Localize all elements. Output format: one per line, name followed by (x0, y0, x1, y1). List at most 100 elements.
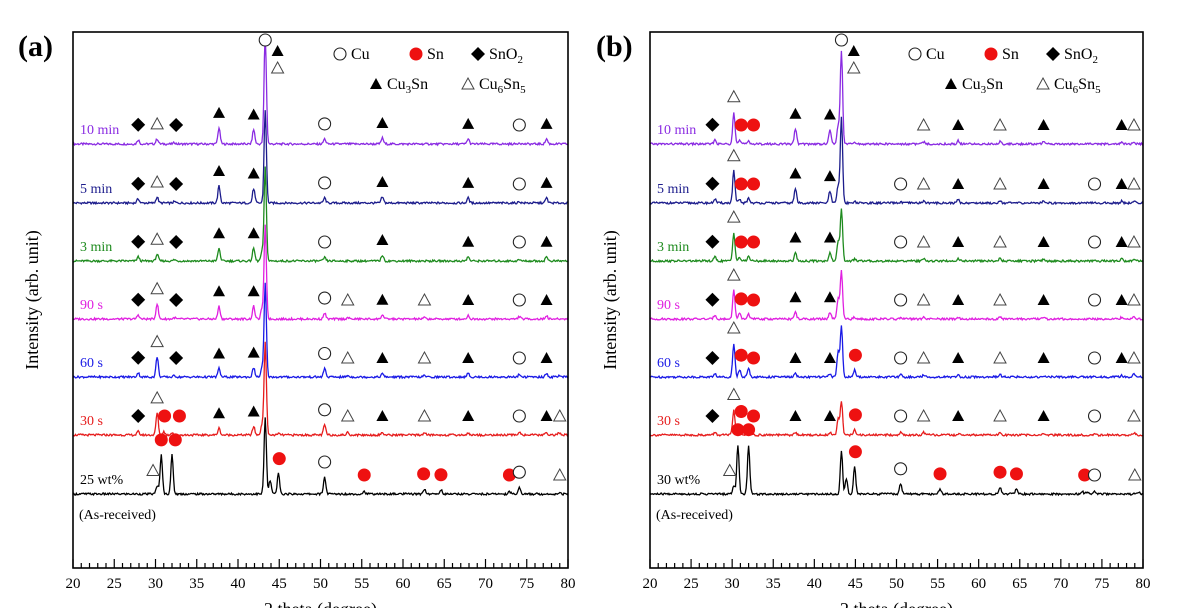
marker-open-circle-icon (318, 346, 332, 361)
marker-filled-triangle-icon (247, 167, 260, 179)
marker-open-triangle-icon (270, 60, 285, 74)
marker-open-triangle-icon (461, 76, 475, 90)
marker-open-triangle-icon (552, 467, 567, 481)
marker-diamond-icon (169, 177, 184, 191)
x-tick-label: 30 (725, 576, 740, 592)
marker-filled-triangle-icon (247, 108, 260, 120)
trace-label: 5 min (657, 182, 689, 197)
marker-open-circle-icon (1087, 177, 1102, 191)
marker-open-circle-icon (1087, 235, 1102, 249)
trace-label: 5 min (80, 182, 112, 197)
marker-red-circle-icon (357, 468, 371, 482)
marker-filled-triangle-icon (462, 410, 475, 421)
marker-red-circle-icon (848, 348, 862, 362)
marker-open-circle-icon (318, 291, 332, 305)
marker-filled-triangle-icon (952, 178, 965, 189)
marker-open-circle-icon (908, 47, 922, 61)
trace-label: 30 wt% (657, 473, 701, 488)
marker-open-circle-icon (318, 176, 332, 190)
legend: Cu Sn SnO2 Cu3Sn Cu6Sn5 (908, 46, 1101, 96)
x-tick-label: 40 (231, 576, 246, 592)
trace-label: 25 wt% (80, 473, 124, 488)
series-line (649, 116, 1144, 206)
series-line (649, 445, 1144, 497)
marker-red-circle-icon (409, 47, 423, 61)
series-line (72, 110, 569, 206)
marker-diamond-icon (169, 235, 184, 249)
marker-red-circle-icon (747, 177, 761, 191)
marker-filled-triangle-icon (789, 291, 802, 303)
marker-open-circle-icon (333, 47, 347, 61)
marker-open-circle-icon (894, 351, 908, 365)
legend-item: Cu (333, 46, 370, 63)
marker-red-circle-icon (848, 445, 862, 459)
marker-open-triangle-icon (417, 350, 432, 364)
marker-filled-triangle-icon (823, 170, 836, 182)
marker-open-circle-icon (894, 293, 908, 307)
trace-label: 90 s (657, 298, 680, 313)
legend-label: Sn (1002, 46, 1019, 63)
marker-diamond-icon (131, 350, 146, 365)
legend-item: Cu6Sn5 (1036, 76, 1101, 96)
series-10-min: 10 min (72, 33, 569, 147)
marker-filled-triangle-icon (540, 294, 553, 305)
series-line (649, 208, 1144, 264)
x-tick-label: 20 (66, 576, 81, 592)
marker-filled-triangle-icon (213, 106, 226, 118)
legend-item: Cu3Sn (370, 76, 428, 96)
marker-open-circle-icon (512, 118, 526, 132)
marker-filled-triangle-icon (1115, 119, 1128, 130)
x-tick-label: 55 (354, 576, 369, 592)
marker-filled-triangle-icon (789, 167, 802, 179)
marker-red-circle-icon (747, 409, 761, 423)
marker-red-circle-icon (747, 351, 761, 365)
marker-filled-triangle-icon (462, 176, 475, 188)
series-25-wt-: 25 wt% (As-received) (72, 417, 569, 523)
marker-diamond-icon (131, 117, 146, 132)
marker-open-triangle-icon (1127, 408, 1141, 422)
marker-filled-triangle-icon (213, 407, 226, 419)
trace-sublabel: (As-received) (79, 508, 156, 523)
marker-open-circle-icon (512, 235, 526, 249)
x-tick-label: 80 (561, 576, 576, 592)
x-tick-label: 75 (1094, 576, 1109, 592)
marker-filled-triangle-icon (823, 231, 836, 243)
series-90-s: 90 s (649, 268, 1144, 322)
legend: Cu Sn SnO2 Cu3Sn Cu6Sn5 (333, 46, 526, 96)
marker-filled-triangle-icon (370, 78, 382, 89)
marker-filled-triangle-icon (213, 227, 226, 239)
series-90-s: 90 s (72, 224, 569, 322)
marker-red-circle-icon (848, 408, 862, 422)
marker-filled-triangle-icon (540, 176, 553, 188)
x-axis-title: 2 theta (degree) (840, 599, 953, 608)
x-tick-label: 60 (396, 576, 411, 592)
marker-red-circle-icon (734, 348, 748, 362)
marker-open-circle-icon (258, 33, 272, 47)
marker-filled-triangle-icon (540, 117, 553, 129)
marker-filled-triangle-icon (952, 236, 965, 247)
x-tick-label: 65 (437, 576, 452, 592)
marker-filled-triangle-icon (247, 227, 260, 239)
marker-filled-triangle-icon (540, 352, 553, 363)
legend-label: Cu (351, 46, 370, 63)
marker-open-triangle-icon (150, 281, 164, 295)
marker-open-triangle-icon (993, 234, 1007, 248)
marker-open-circle-icon (1087, 468, 1102, 482)
legend-item: Sn (984, 46, 1019, 63)
trace-label: 10 min (657, 123, 696, 138)
marker-red-circle-icon (172, 409, 186, 423)
legend-item: Sn (409, 46, 444, 63)
marker-filled-triangle-icon (1115, 352, 1128, 363)
x-tick-label: 65 (1012, 576, 1027, 592)
panel-b: (b) Intensity (arb. unit) 10 min 5 min 3 min… (596, 30, 1151, 608)
marker-open-circle-icon (1087, 409, 1102, 423)
marker-red-circle-icon (168, 433, 182, 447)
marker-open-triangle-icon (722, 463, 737, 476)
marker-red-circle-icon (734, 292, 748, 306)
legend-item: SnO2 (471, 46, 523, 66)
marker-open-triangle-icon (916, 234, 931, 248)
panel-label: (a) (18, 30, 53, 63)
marker-open-triangle-icon (340, 292, 355, 306)
legend-label: Cu6Sn5 (1054, 76, 1101, 96)
